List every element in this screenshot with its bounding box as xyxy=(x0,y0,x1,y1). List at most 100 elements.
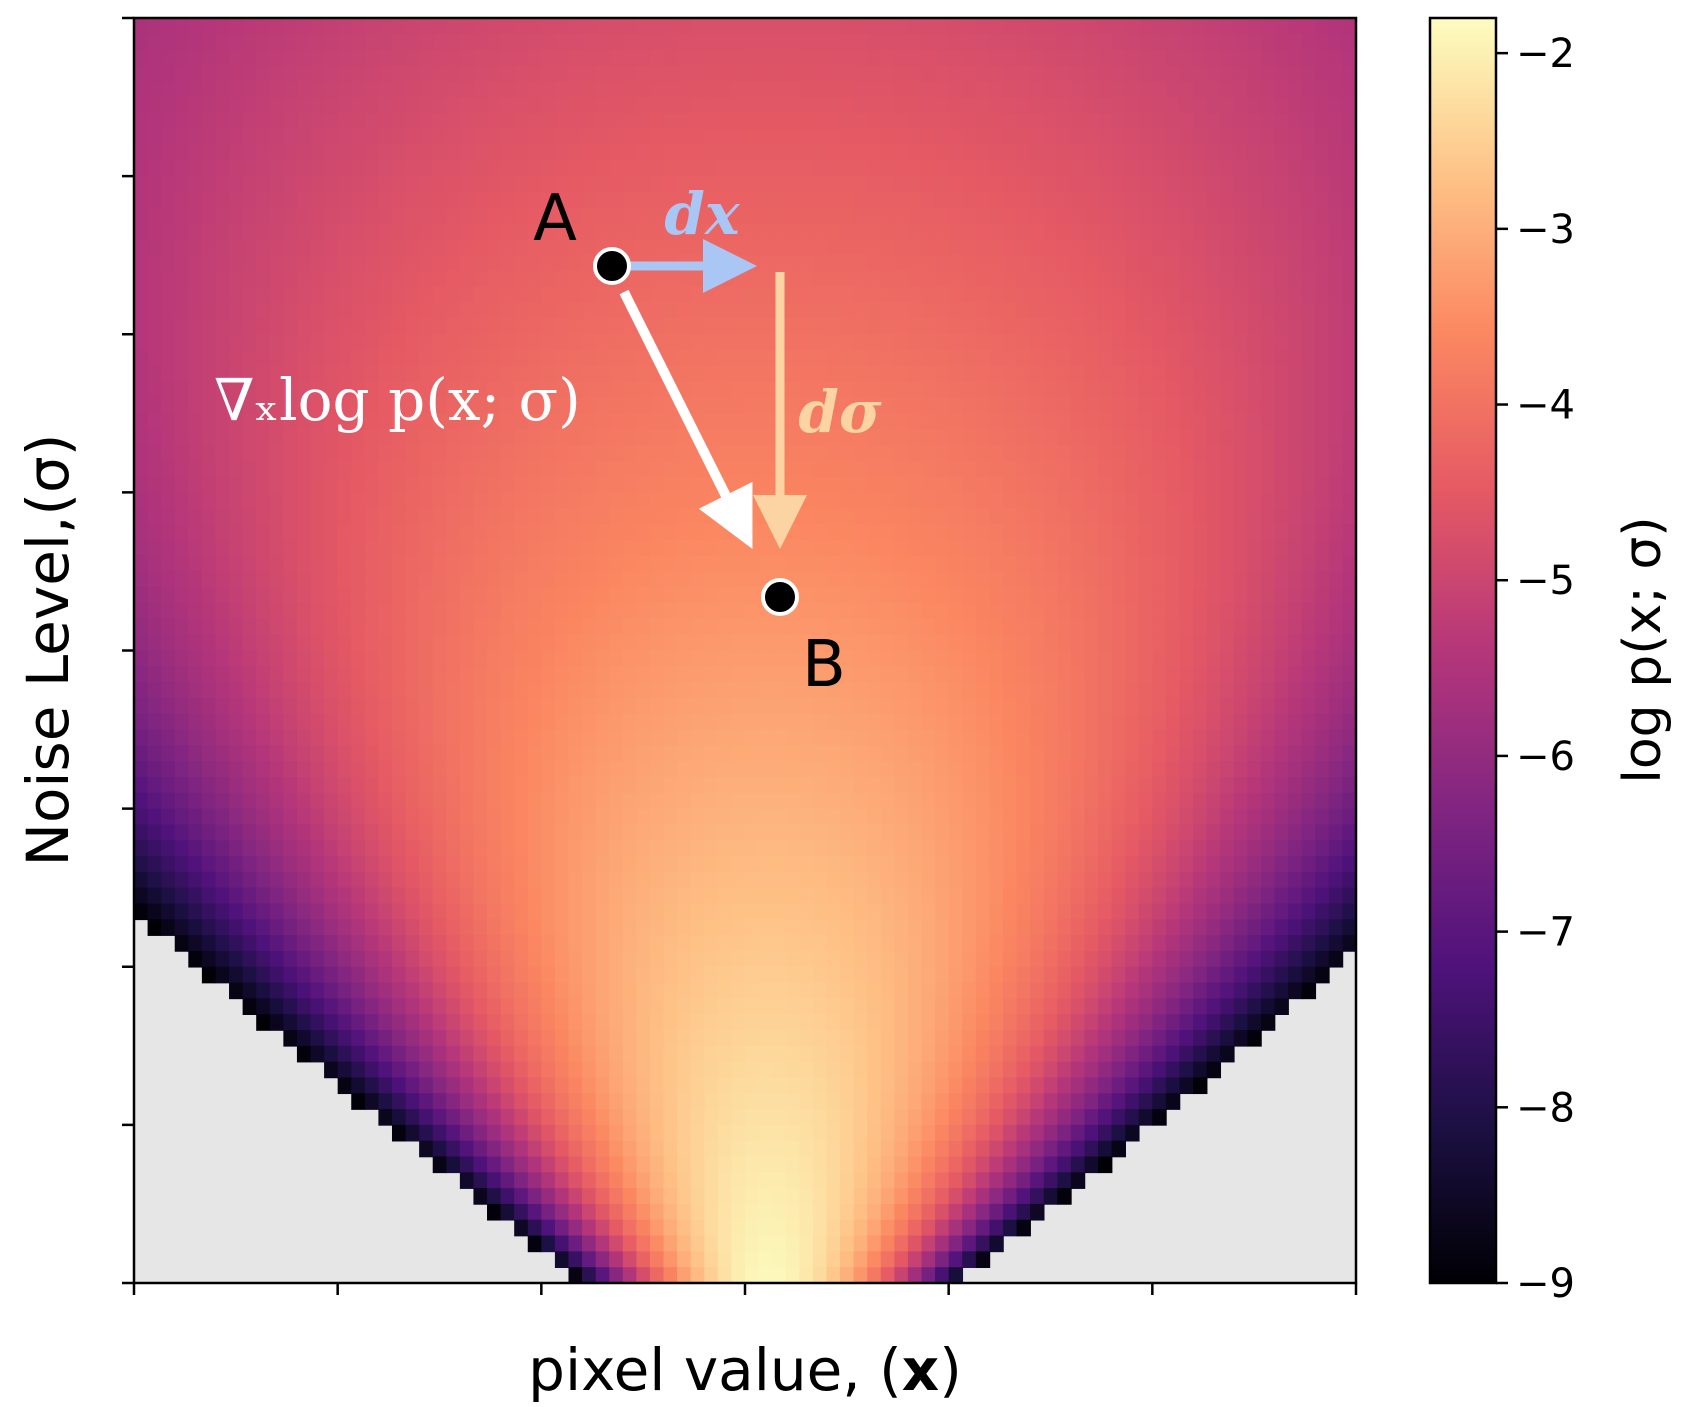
heatmap-cell xyxy=(1247,176,1262,193)
heatmap-cell xyxy=(446,144,461,162)
heatmap-cell xyxy=(229,429,244,446)
heatmap-cell xyxy=(758,761,773,778)
heatmap-cell xyxy=(1002,492,1018,509)
heatmap-cell xyxy=(541,286,556,304)
heatmap-cell xyxy=(432,255,448,272)
heatmap-cell xyxy=(1016,286,1031,304)
heatmap-cell xyxy=(975,618,991,636)
heatmap-cell xyxy=(473,318,488,336)
heatmap-cell xyxy=(1030,302,1045,320)
heatmap-cell xyxy=(894,81,909,98)
heatmap-cell xyxy=(1260,302,1276,320)
heatmap-cell xyxy=(527,191,543,209)
heatmap-cell xyxy=(1111,713,1126,731)
heatmap-cell xyxy=(161,524,176,541)
heatmap-cell xyxy=(1030,112,1045,130)
heatmap-cell xyxy=(962,128,977,146)
heatmap-cell xyxy=(975,650,991,668)
heatmap-cell xyxy=(799,824,814,842)
heatmap-cell xyxy=(188,745,203,762)
heatmap-cell xyxy=(962,729,977,747)
heatmap-cell xyxy=(907,207,923,225)
heatmap-cell xyxy=(1165,176,1181,193)
heatmap-cell xyxy=(1179,840,1194,857)
heatmap-cell xyxy=(256,207,271,225)
heatmap-cell xyxy=(1179,144,1194,162)
heatmap-cell xyxy=(1233,334,1249,351)
heatmap-cell xyxy=(568,571,583,589)
heatmap-cell xyxy=(1125,840,1140,857)
heatmap-cell xyxy=(1138,571,1154,589)
heatmap-cell xyxy=(907,128,923,146)
heatmap-cell xyxy=(215,381,230,399)
heatmap-cell xyxy=(1328,334,1344,351)
heatmap-cell xyxy=(948,840,964,857)
heatmap-cell xyxy=(487,18,502,35)
heatmap-cell xyxy=(1152,587,1167,604)
heatmap-cell xyxy=(1274,286,1289,304)
heatmap-cell xyxy=(717,144,733,162)
heatmap-cell xyxy=(1165,508,1181,525)
heatmap-cell xyxy=(1111,792,1126,810)
heatmap-cell xyxy=(880,824,896,842)
heatmap-cell xyxy=(147,223,162,241)
heatmap-cell xyxy=(649,697,665,715)
heatmap-cell xyxy=(609,65,624,83)
heatmap-cell xyxy=(867,381,882,399)
heatmap-cell xyxy=(1301,128,1317,146)
heatmap-cell xyxy=(962,397,977,415)
heatmap-cell xyxy=(582,33,597,51)
heatmap-cell xyxy=(242,381,257,399)
heatmap-cell xyxy=(880,271,896,288)
heatmap-cells xyxy=(134,18,1357,1284)
heatmap-cell xyxy=(487,476,502,494)
heatmap-cell xyxy=(1002,555,1018,573)
heatmap-cell xyxy=(147,682,162,699)
heatmap-cell xyxy=(785,176,801,193)
heatmap-cell xyxy=(242,792,257,810)
heatmap-cell xyxy=(1315,223,1330,241)
heatmap-cell xyxy=(989,49,1004,67)
heatmap-cell xyxy=(1016,745,1031,762)
heatmap-cell xyxy=(541,492,556,509)
heatmap-cell xyxy=(894,824,909,842)
heatmap-cell xyxy=(269,239,285,256)
heatmap-cell xyxy=(1098,429,1113,446)
heatmap-cell xyxy=(622,840,638,857)
heatmap-cell xyxy=(622,413,638,430)
heatmap-cell xyxy=(446,555,461,573)
heatmap-cell xyxy=(432,618,448,636)
heatmap-cell xyxy=(351,524,366,541)
heatmap-cell xyxy=(731,856,746,873)
heatmap-cell xyxy=(962,18,977,35)
heatmap-cell xyxy=(677,476,692,494)
heatmap-cell xyxy=(1328,840,1344,857)
heatmap-cell xyxy=(975,761,991,778)
heatmap-cell xyxy=(134,81,149,98)
heatmap-cell xyxy=(174,286,190,304)
heatmap-cell xyxy=(1125,350,1140,367)
heatmap-cell xyxy=(419,840,434,857)
heatmap-cell xyxy=(880,761,896,778)
heatmap-cell xyxy=(419,33,434,51)
heatmap-cell xyxy=(894,429,909,446)
heatmap-cell xyxy=(921,508,936,525)
heatmap-cell xyxy=(1206,713,1222,731)
heatmap-cell xyxy=(1179,365,1194,383)
heatmap-cell xyxy=(1342,365,1357,383)
heatmap-cell xyxy=(921,840,936,857)
heatmap-cell xyxy=(405,856,420,873)
heatmap-cell xyxy=(541,239,556,256)
heatmap-cell xyxy=(894,381,909,399)
heatmap-cell xyxy=(636,33,651,51)
heatmap-cell xyxy=(554,65,570,83)
heatmap-cell xyxy=(1247,223,1262,241)
heatmap-cell xyxy=(324,365,339,383)
heatmap-cell xyxy=(378,176,393,193)
heatmap-cell xyxy=(446,460,461,478)
heatmap-cell xyxy=(351,334,366,351)
heatmap-cell xyxy=(609,555,624,573)
heatmap-cell xyxy=(731,334,746,351)
heatmap-cell xyxy=(1152,413,1167,430)
heatmap-cell xyxy=(1220,207,1235,225)
